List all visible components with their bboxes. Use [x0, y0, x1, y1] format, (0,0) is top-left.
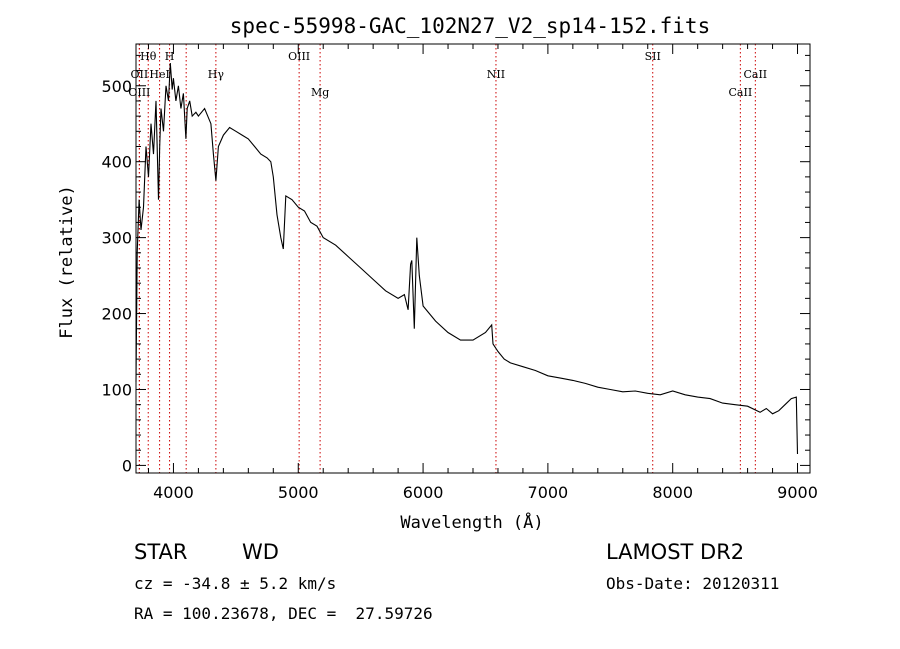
x-tick-label: 8000 [652, 483, 693, 502]
y-tick-label: 300 [101, 229, 132, 248]
survey-name: LAMOST DR2 [606, 540, 745, 564]
line-label: NII [487, 68, 505, 81]
object-subclass: WD [242, 540, 279, 564]
y-tick-label: 0 [122, 456, 132, 475]
x-axis-label: Wavelength (Å) [400, 511, 543, 533]
line-label: H [165, 50, 175, 63]
x-axis-ticks: 4000 5000 6000 7000 8000 9000 [147, 44, 818, 502]
line-label: CaII [743, 68, 767, 81]
redshift-text: cz = -34.8 ± 5.2 km/s [134, 574, 337, 593]
line-label: CaII [729, 86, 753, 99]
spectrum-line [135, 62, 799, 455]
y-tick-label: 100 [101, 380, 132, 399]
plot-frame [135, 43, 811, 474]
x-tick-label: 7000 [528, 483, 569, 502]
line-label: OIII [128, 86, 150, 99]
x-tick-label: 9000 [777, 483, 818, 502]
line-label: OIII [288, 50, 310, 63]
object-class: STAR [134, 540, 188, 564]
coordinates-text: RA = 100.23678, DEC = 27.59726 [134, 604, 433, 623]
line-label: HeI [149, 68, 169, 81]
y-axis-ticks: 0 100 200 300 400 500 [101, 54, 810, 475]
line-label: Hθ [140, 50, 157, 63]
chart-title: spec-55998-GAC_102N27_V2_sp14-152.fits [230, 14, 710, 38]
y-tick-label: 400 [101, 153, 132, 172]
line-label: SII [645, 50, 661, 63]
x-tick-label: 6000 [403, 483, 444, 502]
obs-date-text: Obs-Date: 20120311 [606, 574, 780, 593]
line-label: Hγ [208, 68, 225, 81]
x-tick-label: 4000 [153, 483, 194, 502]
line-label: Mg [311, 86, 329, 99]
y-axis-label: Flux (relative) [57, 185, 77, 339]
spectral-line-markers [138, 44, 756, 473]
line-label: OII [131, 68, 149, 81]
y-tick-label: 200 [101, 305, 132, 324]
x-tick-label: 5000 [278, 483, 319, 502]
spectral-line-labels: Hθ OII OIII HeI H Hγ OIII Mg NII SII CaII CaII [128, 50, 767, 99]
y-tick-label: 500 [101, 77, 132, 96]
